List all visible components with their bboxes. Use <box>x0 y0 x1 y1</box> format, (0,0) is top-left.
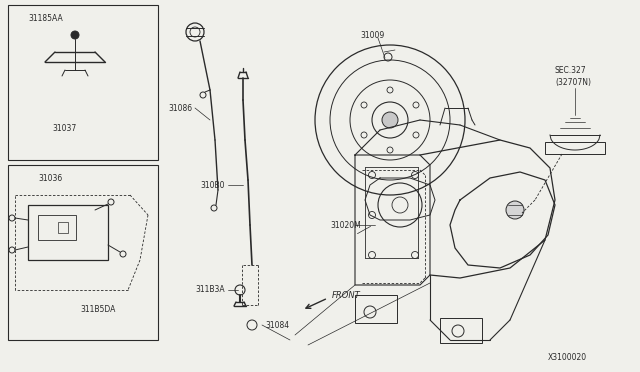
Text: FRONT: FRONT <box>332 291 361 299</box>
Text: 31084: 31084 <box>265 321 289 330</box>
Circle shape <box>382 112 398 128</box>
Bar <box>58 222 68 233</box>
Text: 31086: 31086 <box>168 103 192 112</box>
Text: 31185AA: 31185AA <box>28 13 63 22</box>
Bar <box>38 215 76 240</box>
Text: 311B5DA: 311B5DA <box>80 305 115 314</box>
Text: 310B0: 310B0 <box>200 180 225 189</box>
Text: 31037: 31037 <box>52 124 76 132</box>
Bar <box>440 318 482 343</box>
Bar <box>355 295 397 323</box>
Circle shape <box>71 31 79 39</box>
Bar <box>8 5 158 160</box>
Circle shape <box>506 201 524 219</box>
Text: 31009: 31009 <box>360 31 384 39</box>
Text: SEC.327: SEC.327 <box>555 65 587 74</box>
Bar <box>8 165 158 340</box>
Text: 311B3A: 311B3A <box>195 285 225 295</box>
Bar <box>545 142 605 154</box>
Text: (32707N): (32707N) <box>555 77 591 87</box>
Bar <box>28 205 108 260</box>
Text: X3100020: X3100020 <box>548 353 587 362</box>
Text: 31020M: 31020M <box>330 221 361 230</box>
Text: 31036: 31036 <box>38 173 62 183</box>
